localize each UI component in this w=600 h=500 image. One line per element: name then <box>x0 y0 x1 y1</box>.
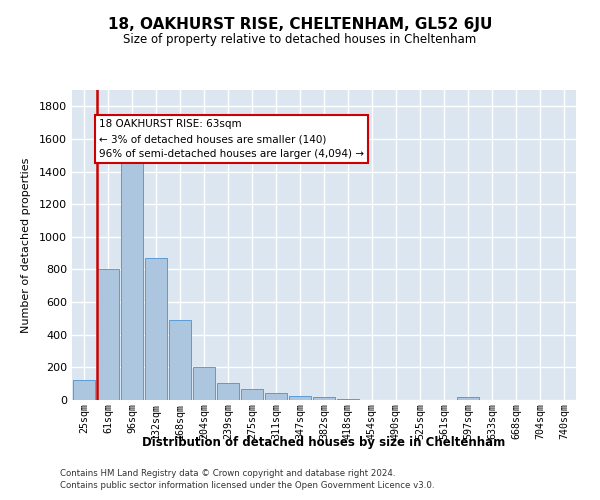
Bar <box>73 380 95 400</box>
Text: Distribution of detached houses by size in Cheltenham: Distribution of detached houses by size … <box>142 436 506 449</box>
Text: Contains public sector information licensed under the Open Government Licence v3: Contains public sector information licen… <box>60 481 434 490</box>
Bar <box>121 157 143 400</box>
Bar <box>457 396 479 400</box>
Bar <box>217 383 239 400</box>
Bar <box>97 270 119 400</box>
Text: Contains HM Land Registry data © Crown copyright and database right 2024.: Contains HM Land Registry data © Crown c… <box>60 468 395 477</box>
Bar <box>241 390 263 400</box>
Bar <box>145 258 167 400</box>
Text: 18 OAKHURST RISE: 63sqm
← 3% of detached houses are smaller (140)
96% of semi-de: 18 OAKHURST RISE: 63sqm ← 3% of detached… <box>99 120 364 159</box>
Bar <box>313 396 335 400</box>
Text: 18, OAKHURST RISE, CHELTENHAM, GL52 6JU: 18, OAKHURST RISE, CHELTENHAM, GL52 6JU <box>108 18 492 32</box>
Bar <box>265 394 287 400</box>
Y-axis label: Number of detached properties: Number of detached properties <box>20 158 31 332</box>
Text: Size of property relative to detached houses in Cheltenham: Size of property relative to detached ho… <box>124 32 476 46</box>
Bar <box>337 399 359 400</box>
Bar <box>289 396 311 400</box>
Bar <box>169 320 191 400</box>
Bar <box>193 366 215 400</box>
